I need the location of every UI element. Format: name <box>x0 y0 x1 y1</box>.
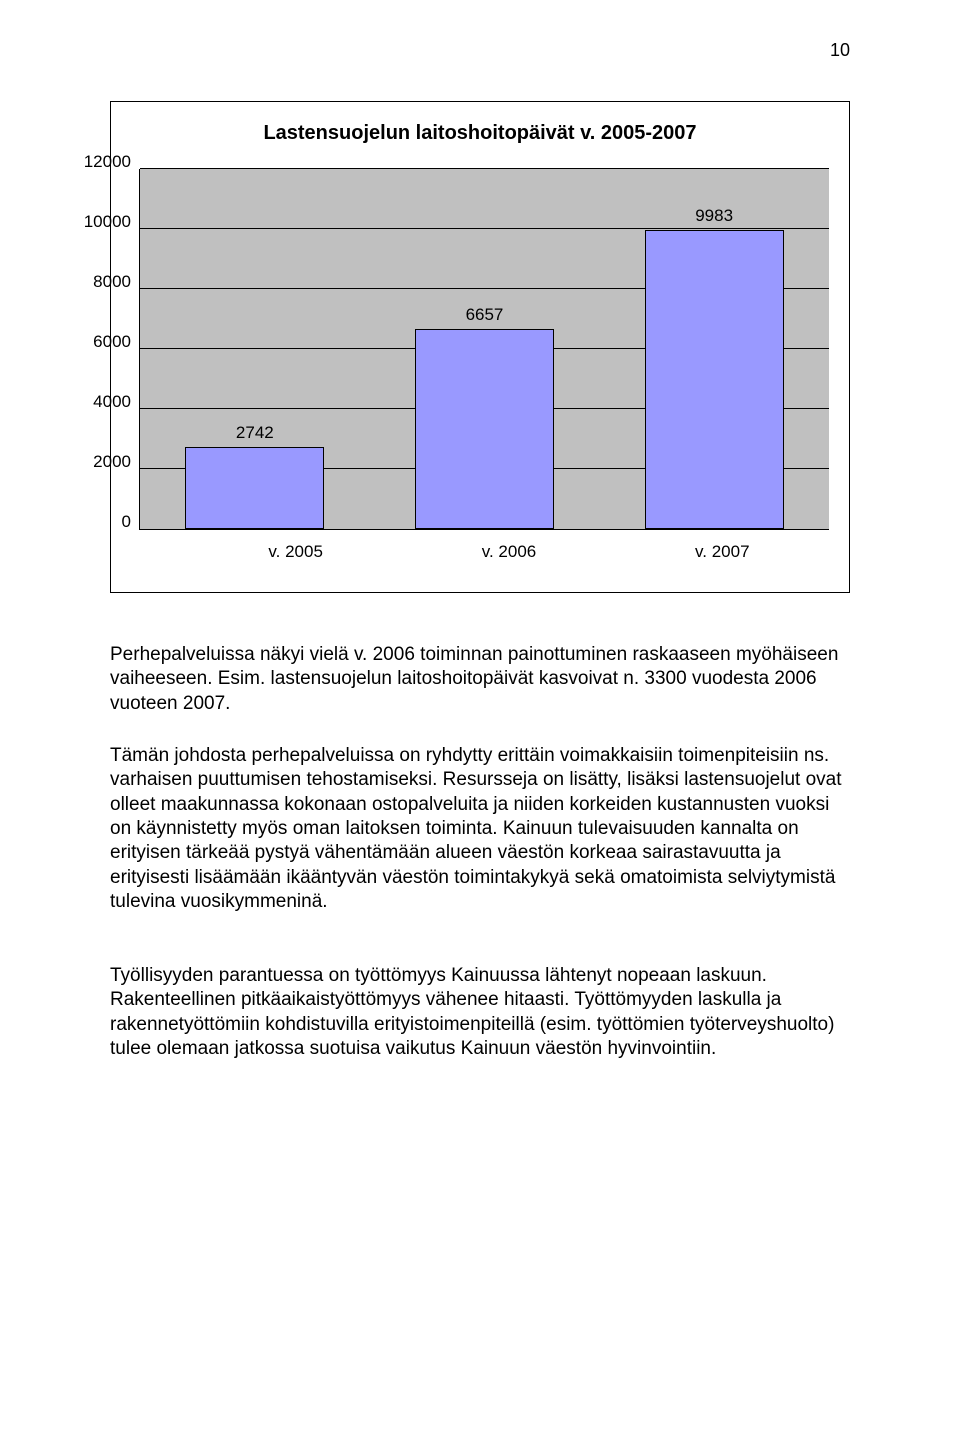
x-tick-label: v. 2006 <box>419 542 598 562</box>
bar-slot: 6657 <box>388 169 581 529</box>
bar <box>185 447 324 529</box>
x-tick-label: v. 2007 <box>633 542 812 562</box>
chart-container: Lastensuojelun laitoshoitopäivät v. 2005… <box>110 101 850 593</box>
page-number: 10 <box>110 40 850 61</box>
bars-group: 2742 6657 9983 <box>140 169 829 529</box>
y-axis-ticks: 120001000080006000400020000 <box>131 161 139 521</box>
x-axis-labels: v. 2005 v. 2006 v. 2007 <box>189 542 829 562</box>
bar <box>645 230 784 529</box>
chart-title: Lastensuojelun laitoshoitopäivät v. 2005… <box>131 122 829 145</box>
paragraph-3: Työllisyyden parantuessa on työttömyys K… <box>110 964 850 1061</box>
bar-data-label: 9983 <box>695 206 733 226</box>
bar-data-label: 2742 <box>236 423 274 443</box>
bar-data-label: 6657 <box>466 305 504 325</box>
plot-region: 2742 6657 9983 <box>139 169 829 530</box>
bar <box>415 329 554 529</box>
bar-slot: 2742 <box>158 169 351 529</box>
x-tick-label: v. 2005 <box>206 542 385 562</box>
plot-area: 120001000080006000400020000 274266579983 <box>131 169 829 530</box>
paragraph-2: Tämän johdosta perhepalveluissa on ryhdy… <box>110 744 850 914</box>
paragraph-1: Perhepalveluissa näkyi vielä v. 2006 toi… <box>110 643 850 716</box>
bar-slot: 9983 <box>618 169 811 529</box>
document-page: 10 Lastensuojelun laitoshoitopäivät v. 2… <box>0 0 960 1121</box>
